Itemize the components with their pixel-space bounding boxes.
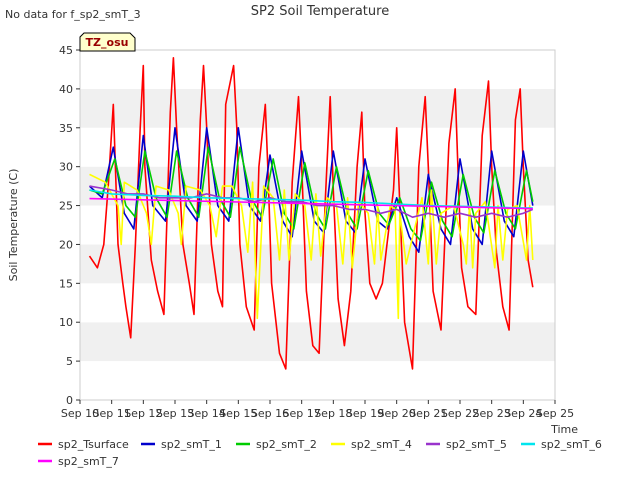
grid-band	[80, 244, 555, 284]
grid-band	[80, 283, 555, 323]
legend-label: sp2_smT_5	[446, 438, 507, 451]
y-axis: 0 5 10 15 20 25 30 35 40 45	[59, 44, 80, 407]
y-tick-label: 35	[59, 122, 73, 135]
y-tick-label: 25	[59, 200, 73, 213]
x-axis-label: Time	[550, 423, 578, 436]
x-tick-label: Sep 15	[219, 407, 257, 420]
y-tick-label: 10	[59, 316, 73, 329]
legend-label: sp2_smT_2	[256, 438, 317, 451]
x-tick-label: Sep 17	[283, 407, 321, 420]
y-tick-label: 15	[59, 277, 73, 290]
plot-area-border	[79, 49, 556, 401]
legend-label: sp2_smT_7	[58, 455, 119, 468]
legend-item-sp2_smT_4: sp2_smT_4	[331, 438, 412, 451]
legend-label: sp2_smT_4	[351, 438, 412, 451]
x-tick-label: Sep 25	[536, 407, 574, 420]
site-badge-shape	[79, 32, 136, 52]
x-tick-label: Sep 11	[93, 407, 131, 420]
no-data-note: No data for f_sp2_smT_3	[5, 8, 141, 21]
series-group	[88, 56, 534, 370]
y-tick-label: 5	[66, 355, 73, 368]
legend-item-sp2_Tsurface: sp2_Tsurface	[38, 438, 129, 451]
x-tick-label: Sep 14	[188, 407, 226, 420]
y-tick-label: 0	[66, 394, 73, 407]
series-line-sp2_Tsurface	[88, 56, 534, 370]
y-tick-label: 45	[59, 44, 73, 57]
x-tick-label: Sep 18	[314, 407, 352, 420]
series-line-sp2_smT_7	[89, 197, 533, 210]
x-tick-label: Sep 20	[378, 407, 416, 420]
legend: sp2_Tsurface sp2_smT_1 sp2_smT_2 sp2_smT_4 s…	[38, 438, 602, 468]
x-tick-label: Sep 24	[504, 407, 542, 420]
y-axis-label: Soil Temperature (C)	[7, 169, 20, 282]
grid-band	[80, 50, 555, 89]
legend-item-sp2_smT_2: sp2_smT_2	[236, 438, 317, 451]
legend-item-sp2_smT_7: sp2_smT_7	[38, 455, 119, 468]
grid-band	[80, 88, 555, 128]
y-tick-label: 20	[59, 238, 73, 251]
series-line-sp2_smT_2	[89, 146, 534, 242]
x-tick-label: Sep 16	[251, 407, 289, 420]
legend-label: sp2_Tsurface	[58, 438, 129, 451]
x-tick-label: Sep 22	[441, 407, 479, 420]
x-tick-label: Sep 12	[124, 407, 162, 420]
x-tick-label: Sep 21	[409, 407, 447, 420]
site-badge-label: TZ_osu	[86, 36, 129, 49]
x-tick-label: Sep 23	[473, 407, 511, 420]
legend-label: sp2_smT_1	[161, 438, 222, 451]
legend-item-sp2_smT_6: sp2_smT_6	[521, 438, 602, 451]
grid-band	[80, 322, 555, 362]
legend-item-sp2_smT_5: sp2_smT_5	[426, 438, 507, 451]
x-tick-label: Sep 10	[61, 407, 99, 420]
legend-label: sp2_smT_6	[541, 438, 602, 451]
grid-band	[80, 166, 555, 206]
y-tick-label: 30	[59, 161, 73, 174]
x-tick-label: Sep 13	[156, 407, 194, 420]
legend-item-sp2_smT_1: sp2_smT_1	[141, 438, 222, 451]
series-line-sp2_smT_5	[89, 185, 534, 218]
site-badge: TZ_osu	[79, 32, 136, 52]
grid-band	[80, 127, 555, 167]
x-tick-label: Sep 19	[346, 407, 384, 420]
chart-title: SP2 Soil Temperature	[251, 4, 389, 19]
y-tick-label: 40	[59, 83, 73, 96]
grid-band	[80, 361, 555, 400]
